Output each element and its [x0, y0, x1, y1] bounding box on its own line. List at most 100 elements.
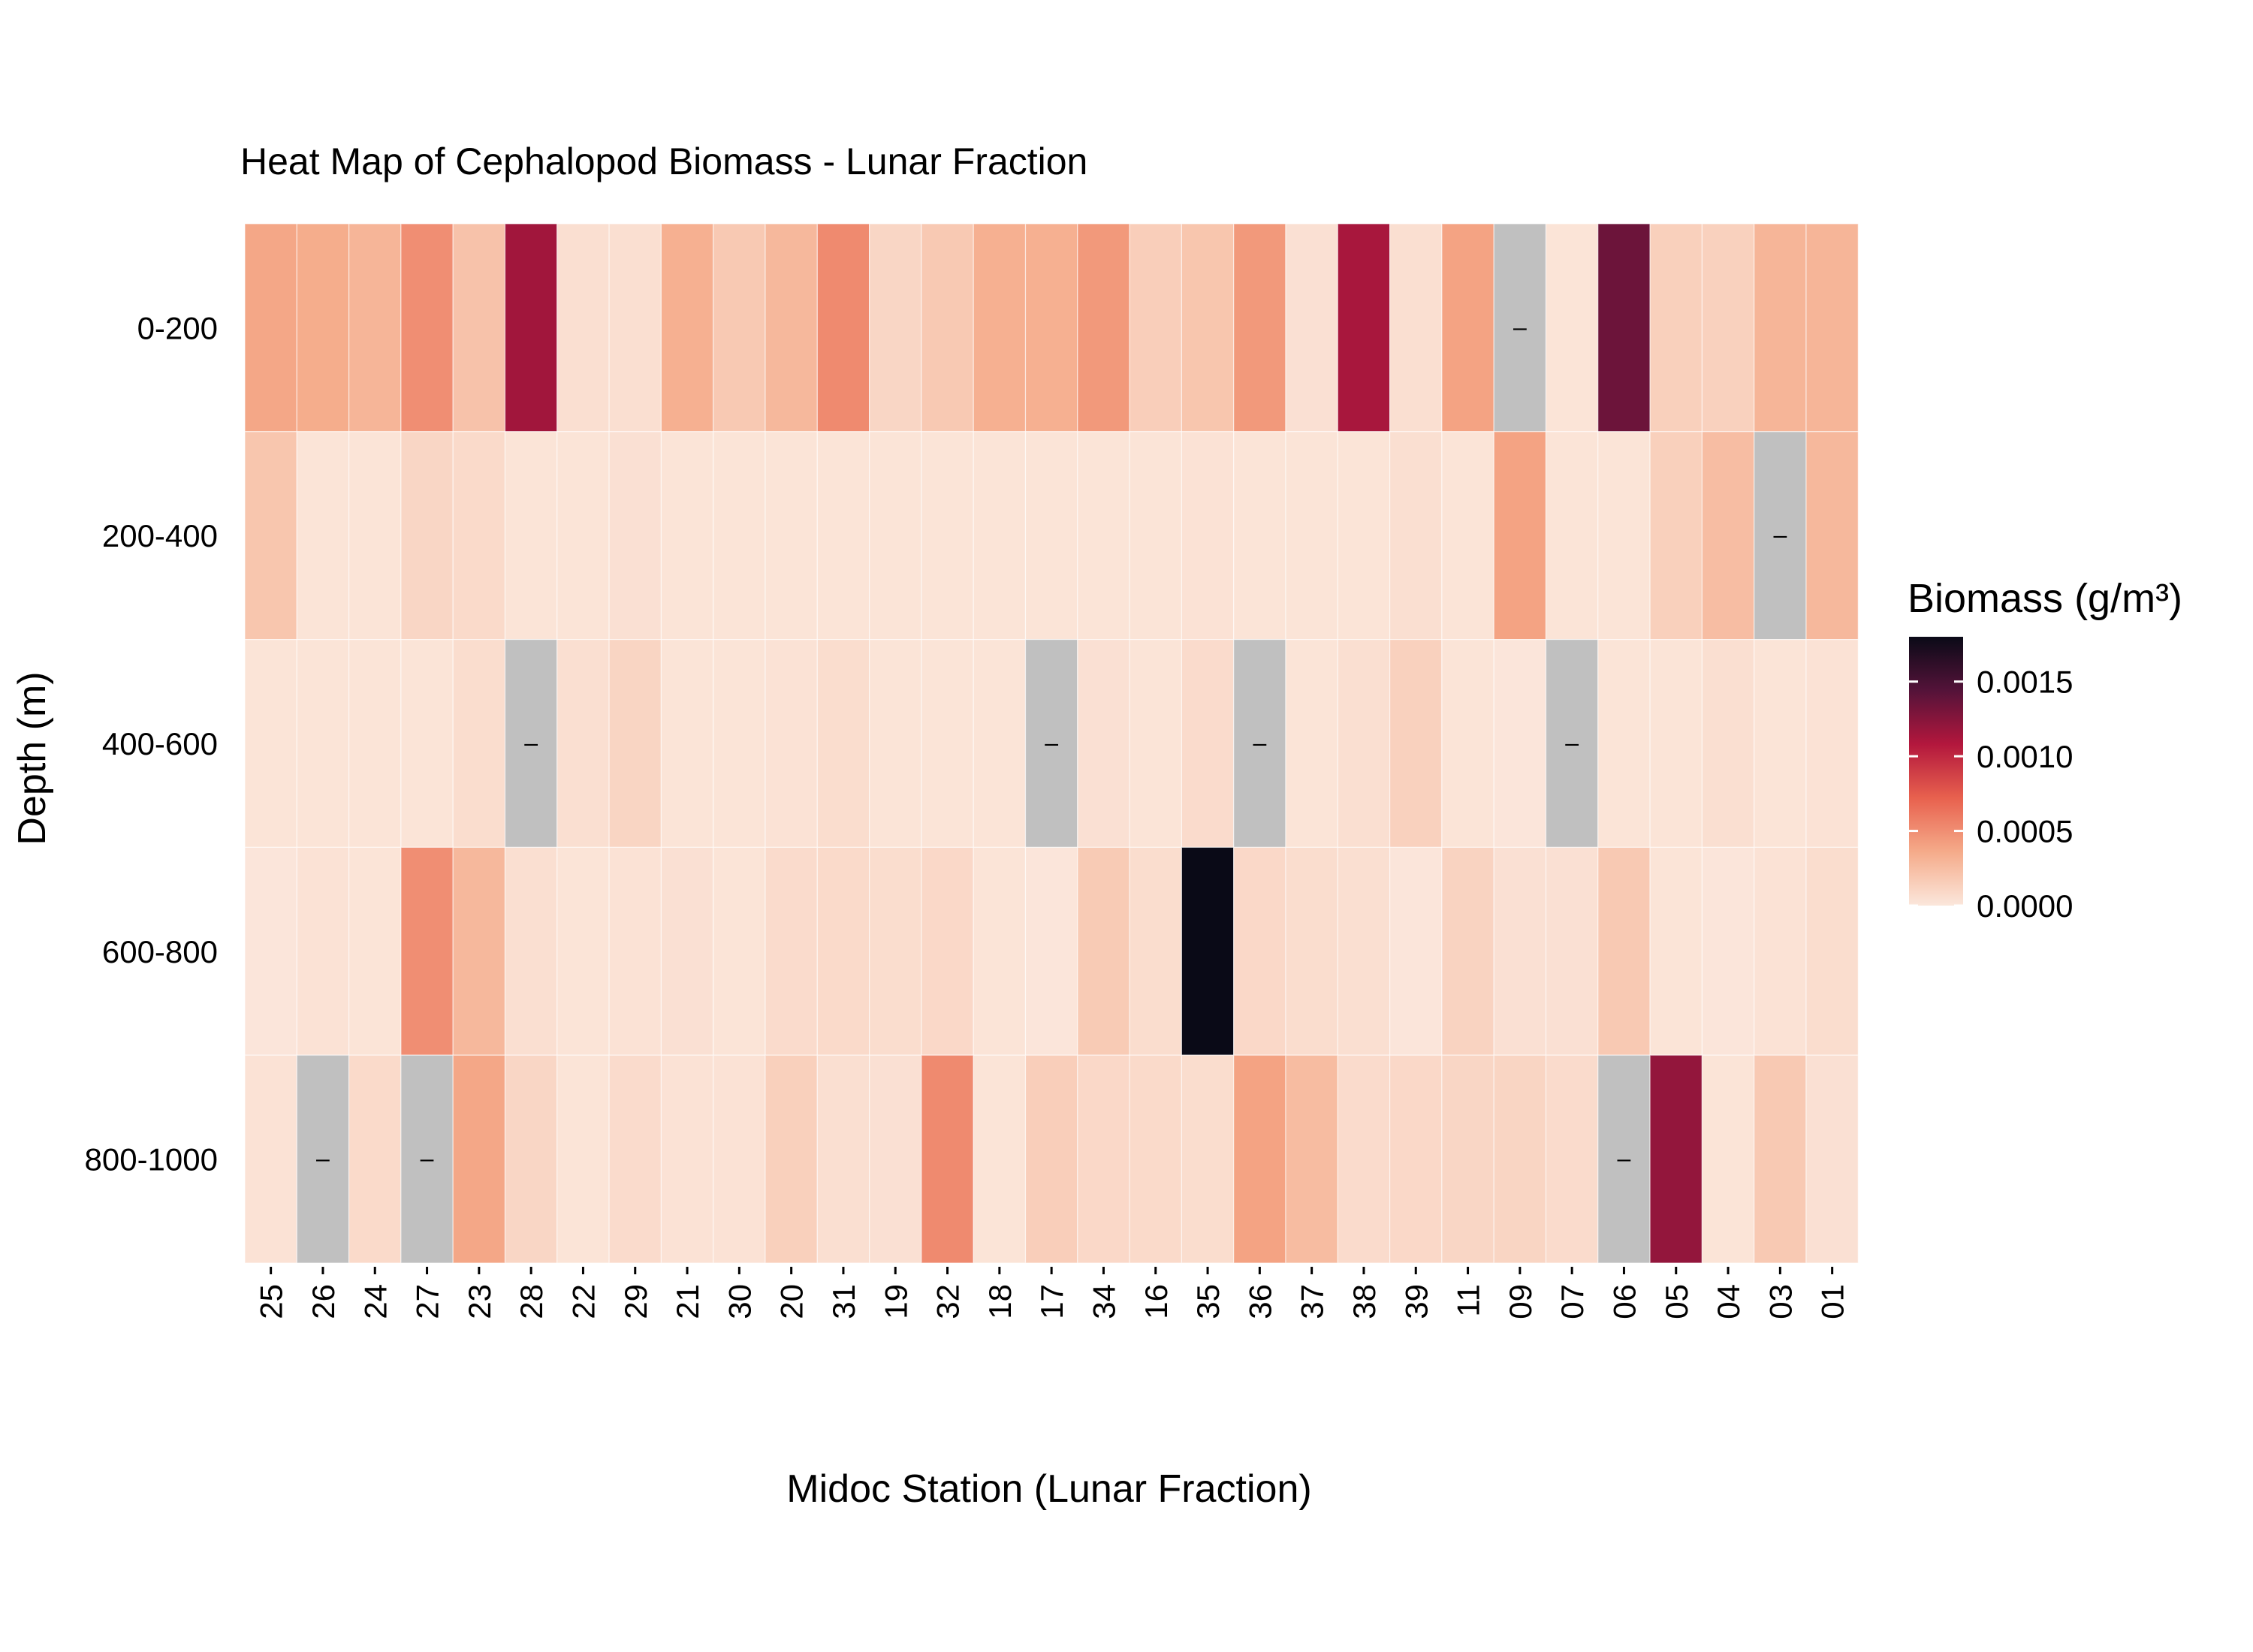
y-tick-label: 800-1000: [85, 1142, 219, 1177]
heatmap-cell: [504, 223, 558, 433]
heatmap-cell: [1493, 638, 1547, 848]
heatmap-cell: [452, 1054, 506, 1264]
x-tick-label: 01: [1815, 1284, 1850, 1319]
heatmap-cell: [1389, 223, 1443, 433]
heatmap-cell: [713, 846, 766, 1056]
colorbar-tick-label: 0.0010: [1977, 739, 2073, 774]
heatmap-cell: [1493, 846, 1547, 1056]
colorbar-title: Biomass (g/m³): [1908, 576, 2182, 621]
heatmap-cell: [713, 638, 766, 848]
heatmap-cell: [348, 223, 402, 433]
heatmap-cell: [1649, 431, 1703, 641]
heatmap-cell: [1181, 638, 1235, 848]
heatmap-cell: [504, 431, 558, 641]
heatmap-cell: [1233, 638, 1286, 848]
x-tick-label: 16: [1139, 1284, 1174, 1319]
heatmap-cell: [868, 1054, 922, 1264]
heatmap-cell: [816, 223, 870, 433]
heatmap-cell: [1649, 638, 1703, 848]
heatmap-cell: [1285, 846, 1338, 1056]
heatmap-cell: [1024, 431, 1078, 641]
colorbar-tick-label: 0.0005: [1977, 814, 2073, 849]
heatmap-cell: [660, 846, 714, 1056]
x-tick-label: 29: [618, 1284, 653, 1319]
heatmap-cell: [1701, 223, 1755, 433]
heatmap-cell: [1597, 1054, 1651, 1264]
heatmap-cells: – – – – – – – – –: [244, 223, 1859, 1264]
heatmap-cell: [1181, 1054, 1235, 1264]
heatmap-cell: [816, 846, 870, 1056]
missing-marker: –: [421, 1145, 434, 1172]
heatmap-cell: [921, 431, 974, 641]
heatmap-cell: [1077, 1054, 1130, 1264]
heatmap-cell: [296, 846, 350, 1056]
heatmap-cell: [400, 638, 454, 848]
heatmap-cell: [1701, 431, 1755, 641]
heatmap-cell: [1754, 638, 1807, 848]
heatmap-cell: [1441, 223, 1494, 433]
heatmap-cell: [452, 846, 506, 1056]
heatmap-cell: [1805, 1054, 1859, 1264]
heatmap-cell: [556, 431, 610, 641]
heatmap-cell: [1805, 638, 1859, 848]
x-tick-label: 19: [878, 1284, 913, 1319]
heatmap-cell: [1389, 846, 1443, 1056]
heatmap-cell: [1077, 431, 1130, 641]
heatmap-cell: [400, 223, 454, 433]
x-tick-label: 30: [722, 1284, 757, 1319]
heatmap-cell: [1441, 431, 1494, 641]
heatmap-cell: [1389, 431, 1443, 641]
heatmap-cell: [244, 1054, 297, 1264]
x-tick-label: 36: [1242, 1284, 1277, 1319]
missing-marker: –: [524, 729, 538, 756]
x-tick-label: 06: [1606, 1284, 1642, 1319]
heatmap-cell: [1754, 223, 1807, 433]
heatmap-cell: [713, 431, 766, 641]
x-axis-label: Midoc Station (Lunar Fraction): [786, 1467, 1311, 1511]
heatmap-cell: [868, 223, 922, 433]
heatmap-cell: [660, 638, 714, 848]
heatmap-cell: [1649, 846, 1703, 1056]
x-tick-label: 39: [1398, 1284, 1434, 1319]
heatmap-cell: [1337, 846, 1391, 1056]
heatmap-cell: [868, 638, 922, 848]
heatmap-cell: [1545, 638, 1599, 848]
heatmap-cell: [1754, 431, 1807, 641]
heatmap-cell: [973, 1054, 1027, 1264]
x-tick-label: 34: [1086, 1284, 1121, 1319]
heatmap-cell: [348, 431, 402, 641]
y-tick-label: 600-800: [102, 934, 218, 969]
heatmap-cell: [1649, 223, 1703, 433]
heatmap-cell: [1701, 846, 1755, 1056]
heatmap-cell: [921, 1054, 974, 1264]
heatmap-cell: [816, 431, 870, 641]
heatmap-cell: [973, 431, 1027, 641]
heatmap-cell: [765, 846, 818, 1056]
y-axis-label: Depth (m): [11, 671, 54, 845]
heatmap-cell: [973, 846, 1027, 1056]
heatmap-cell: [504, 638, 558, 848]
x-tick-label: 21: [670, 1284, 705, 1319]
heatmap-cell: [556, 638, 610, 848]
y-tick-label: 0-200: [137, 310, 218, 345]
heatmap-cell: [608, 1054, 662, 1264]
heatmap-cell: [1389, 638, 1443, 848]
heatmap-cell: [1233, 846, 1286, 1056]
x-tick-label: 20: [774, 1284, 810, 1319]
heatmap-cell: [1754, 846, 1807, 1056]
missing-marker: –: [1773, 521, 1787, 548]
heatmap-cell: [348, 846, 402, 1056]
x-tick-label: 18: [982, 1284, 1018, 1319]
missing-marker: –: [1045, 729, 1058, 756]
heatmap-cell: [1077, 223, 1130, 433]
heatmap-cell: [713, 1054, 766, 1264]
colorbar-ticks: 0.0000 0.0005 0.0010 0.0015: [1909, 665, 2073, 924]
heatmap-cell: [244, 431, 297, 641]
heatmap-cell: [1493, 1054, 1547, 1264]
heatmap-cell: [1129, 846, 1182, 1056]
heatmap-cell: [660, 223, 714, 433]
heatmap-cell: [1545, 431, 1599, 641]
heatmap-cell: [1597, 638, 1651, 848]
heatmap-cell: [973, 223, 1027, 433]
heatmap-cell: [1285, 223, 1338, 433]
